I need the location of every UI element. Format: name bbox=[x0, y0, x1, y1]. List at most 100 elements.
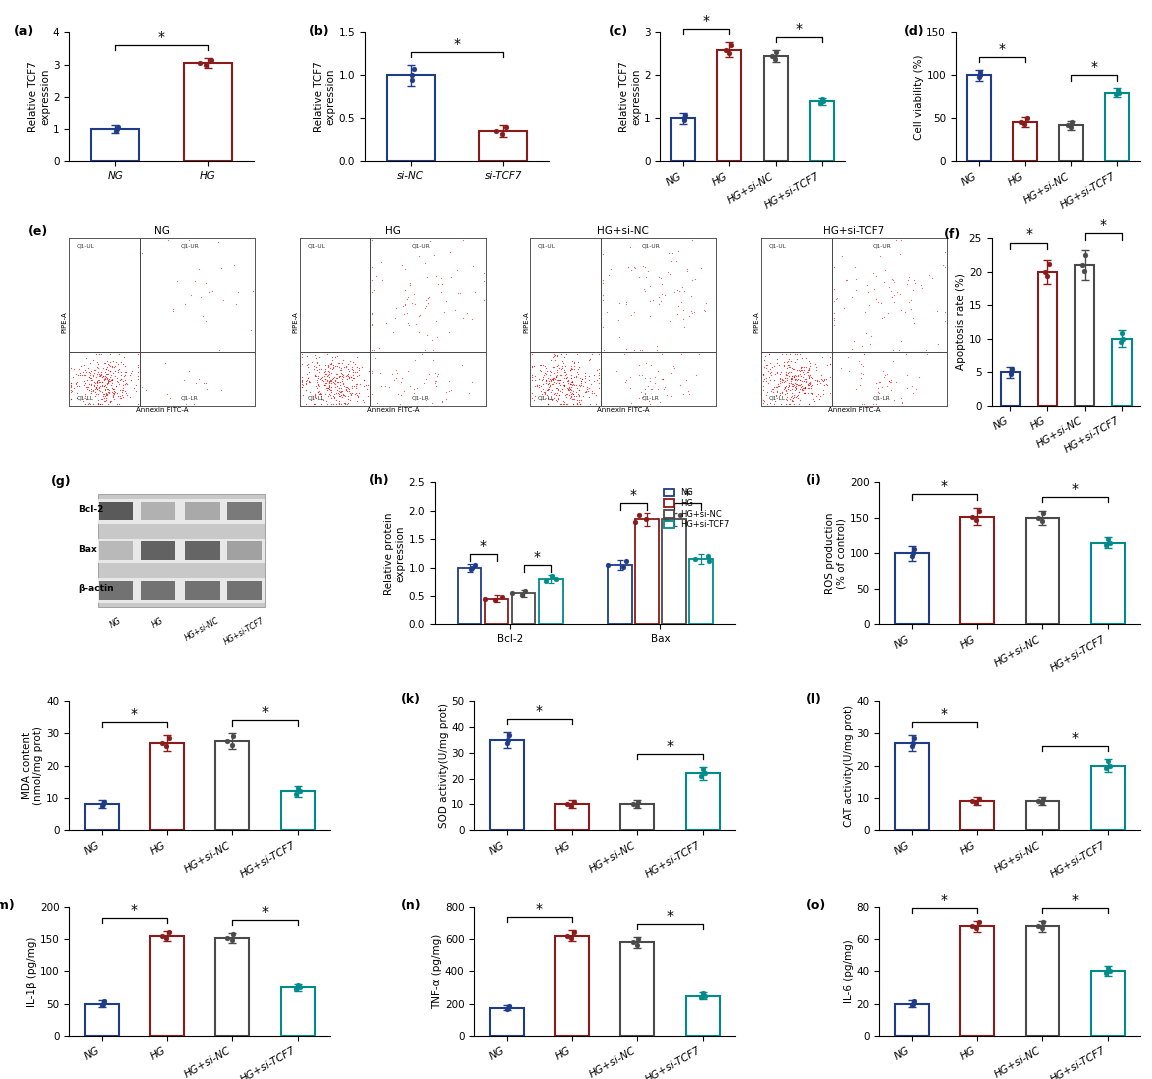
Point bbox=[105, 367, 123, 384]
Text: Q1-UR: Q1-UR bbox=[411, 243, 430, 248]
Point bbox=[866, 396, 885, 413]
Point bbox=[404, 285, 423, 302]
Point bbox=[882, 282, 901, 299]
Point bbox=[554, 354, 573, 371]
Bar bbox=[98, 578, 265, 603]
Point bbox=[342, 386, 361, 404]
Point bbox=[326, 371, 344, 388]
Point bbox=[97, 386, 115, 404]
Point bbox=[817, 370, 835, 387]
Point bbox=[127, 377, 145, 394]
Point bbox=[653, 370, 672, 387]
Point bbox=[406, 384, 424, 401]
Bar bbox=[227, 542, 262, 560]
Point bbox=[578, 383, 597, 400]
Point bbox=[107, 378, 126, 395]
Point bbox=[801, 361, 819, 379]
Point bbox=[294, 386, 312, 404]
Point bbox=[541, 371, 560, 388]
Point bbox=[88, 373, 106, 391]
Point bbox=[77, 350, 96, 367]
Point bbox=[543, 375, 561, 393]
Point bbox=[523, 371, 541, 388]
Point bbox=[539, 396, 558, 413]
Point bbox=[475, 272, 493, 289]
Point bbox=[560, 386, 578, 404]
Point bbox=[112, 363, 130, 380]
Point bbox=[650, 296, 668, 313]
Point bbox=[320, 381, 339, 398]
Point bbox=[159, 232, 177, 249]
Bar bbox=[457, 568, 482, 625]
Y-axis label: SOD activity(U/mg prot): SOD activity(U/mg prot) bbox=[439, 704, 448, 828]
Point bbox=[90, 373, 108, 391]
Point bbox=[935, 303, 954, 320]
Point bbox=[357, 377, 376, 394]
Point bbox=[817, 375, 835, 393]
Point bbox=[86, 385, 105, 402]
Point bbox=[317, 379, 335, 396]
Point bbox=[88, 366, 106, 383]
Point bbox=[105, 380, 123, 397]
Point bbox=[88, 377, 106, 394]
Point bbox=[363, 316, 381, 333]
Point bbox=[561, 357, 579, 374]
Point bbox=[672, 345, 690, 363]
Point bbox=[919, 267, 938, 284]
Point bbox=[104, 384, 122, 401]
Point bbox=[546, 374, 564, 392]
Point bbox=[558, 396, 576, 413]
Point bbox=[627, 259, 645, 276]
Point bbox=[808, 375, 826, 393]
Point bbox=[93, 385, 112, 402]
Point bbox=[91, 367, 109, 384]
Point bbox=[814, 385, 833, 402]
Point bbox=[652, 270, 670, 287]
Point bbox=[84, 383, 103, 400]
Point bbox=[559, 371, 577, 388]
Point bbox=[427, 268, 446, 285]
Text: (l): (l) bbox=[806, 694, 821, 707]
Point bbox=[785, 360, 803, 378]
Point bbox=[576, 365, 594, 382]
Point bbox=[864, 396, 882, 413]
Point bbox=[333, 352, 351, 369]
Point bbox=[410, 247, 429, 264]
Point bbox=[567, 396, 585, 413]
Point bbox=[652, 286, 670, 303]
Point bbox=[690, 345, 708, 363]
Point bbox=[91, 366, 109, 383]
Point bbox=[539, 390, 558, 407]
Point bbox=[579, 367, 598, 384]
Point bbox=[393, 369, 411, 386]
Point bbox=[630, 356, 649, 373]
Bar bbox=[281, 987, 314, 1036]
Point bbox=[329, 386, 348, 404]
Point bbox=[321, 383, 340, 400]
Point bbox=[457, 304, 476, 322]
Point bbox=[92, 364, 111, 381]
Point bbox=[571, 396, 590, 413]
Point bbox=[363, 284, 381, 301]
Point bbox=[530, 370, 548, 387]
Point bbox=[771, 365, 789, 382]
Point bbox=[583, 384, 601, 401]
Point bbox=[399, 288, 417, 305]
Point bbox=[190, 260, 209, 277]
Point bbox=[893, 393, 911, 410]
Point bbox=[855, 396, 873, 413]
Text: HG: HG bbox=[151, 616, 165, 629]
Point bbox=[783, 393, 802, 410]
Point bbox=[363, 231, 381, 248]
Point bbox=[550, 374, 568, 392]
Point bbox=[793, 368, 811, 385]
Point bbox=[556, 345, 575, 363]
Point bbox=[825, 309, 843, 326]
Point bbox=[636, 369, 654, 386]
Point bbox=[318, 387, 336, 405]
Point bbox=[332, 386, 350, 404]
Point bbox=[790, 383, 809, 400]
Point bbox=[802, 378, 820, 395]
Point bbox=[426, 365, 445, 382]
Point bbox=[782, 388, 801, 406]
